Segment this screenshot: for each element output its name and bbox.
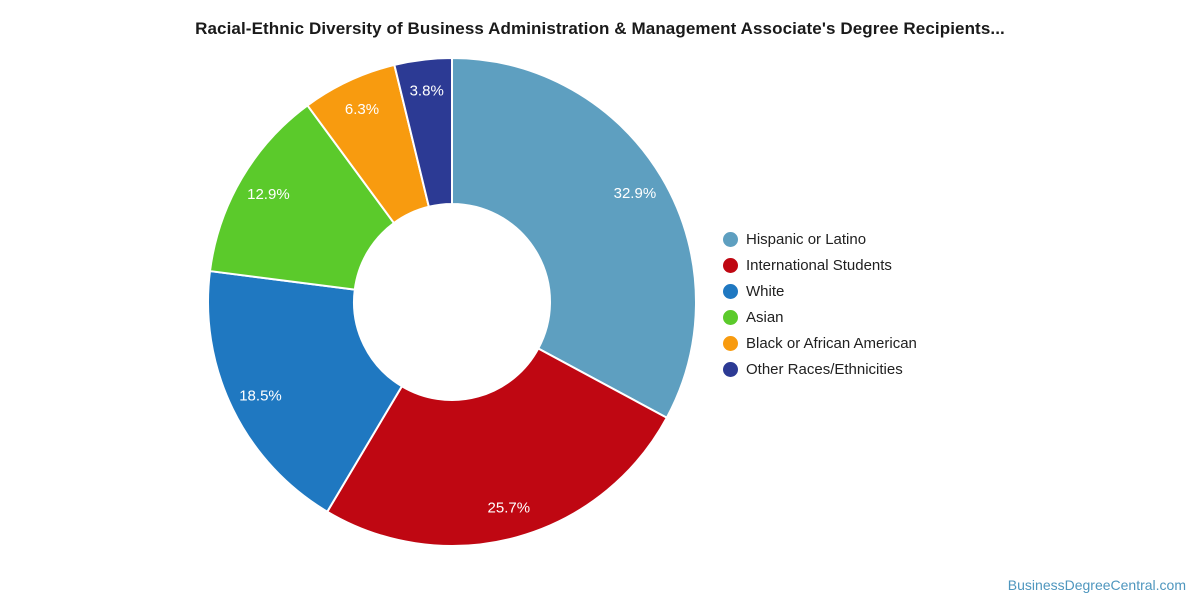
legend-item-0: Hispanic or Latino	[723, 226, 917, 252]
legend-label: International Students	[746, 256, 892, 274]
pie-slice-0	[451, 57, 697, 419]
legend-swatch-icon	[723, 231, 738, 247]
legend-label: Hispanic or Latino	[746, 230, 867, 248]
legend-swatch-icon	[723, 335, 738, 351]
legend-swatch-icon	[723, 309, 738, 325]
pie-slice-2	[207, 270, 403, 513]
legend-item-5: Other Races/Ethnicities	[723, 356, 917, 382]
legend-label: Asian	[746, 308, 784, 326]
legend-swatch-icon	[723, 257, 738, 273]
pie-slice-1	[326, 347, 668, 547]
legend-swatch-icon	[723, 361, 738, 377]
slice-value-label-0: 32.9%	[614, 185, 657, 202]
legend-swatch-icon	[723, 283, 738, 299]
legend-item-1: International Students	[723, 252, 917, 278]
slice-value-label-4: 6.3%	[345, 101, 379, 118]
pie-slice-3	[208, 104, 395, 291]
legend: Hispanic or Latino International Students…	[723, 226, 917, 382]
pie-slice-5	[393, 57, 453, 208]
footer-link[interactable]: BusinessDegreeCentral.com	[1007, 577, 1186, 593]
legend-item-3: Asian	[723, 304, 917, 330]
chart-title: Racial-Ethnic Diversity of Business Admi…	[195, 19, 1005, 38]
legend-label: Other Races/Ethnicities	[746, 360, 903, 378]
legend-item-2: White	[723, 278, 917, 304]
donut-chart: 32.9% 25.7% 18.5% 12.9% 6.3% 3.8%	[207, 57, 697, 547]
legend-item-4: Black or African American	[723, 330, 917, 356]
slice-value-label-1: 25.7%	[488, 499, 531, 516]
slice-value-label-2: 18.5%	[239, 387, 282, 404]
legend-label: Black or African American	[746, 334, 917, 352]
slice-value-label-5: 3.8%	[410, 83, 444, 100]
legend-label: White	[746, 282, 785, 300]
slice-value-label-3: 12.9%	[247, 186, 290, 203]
